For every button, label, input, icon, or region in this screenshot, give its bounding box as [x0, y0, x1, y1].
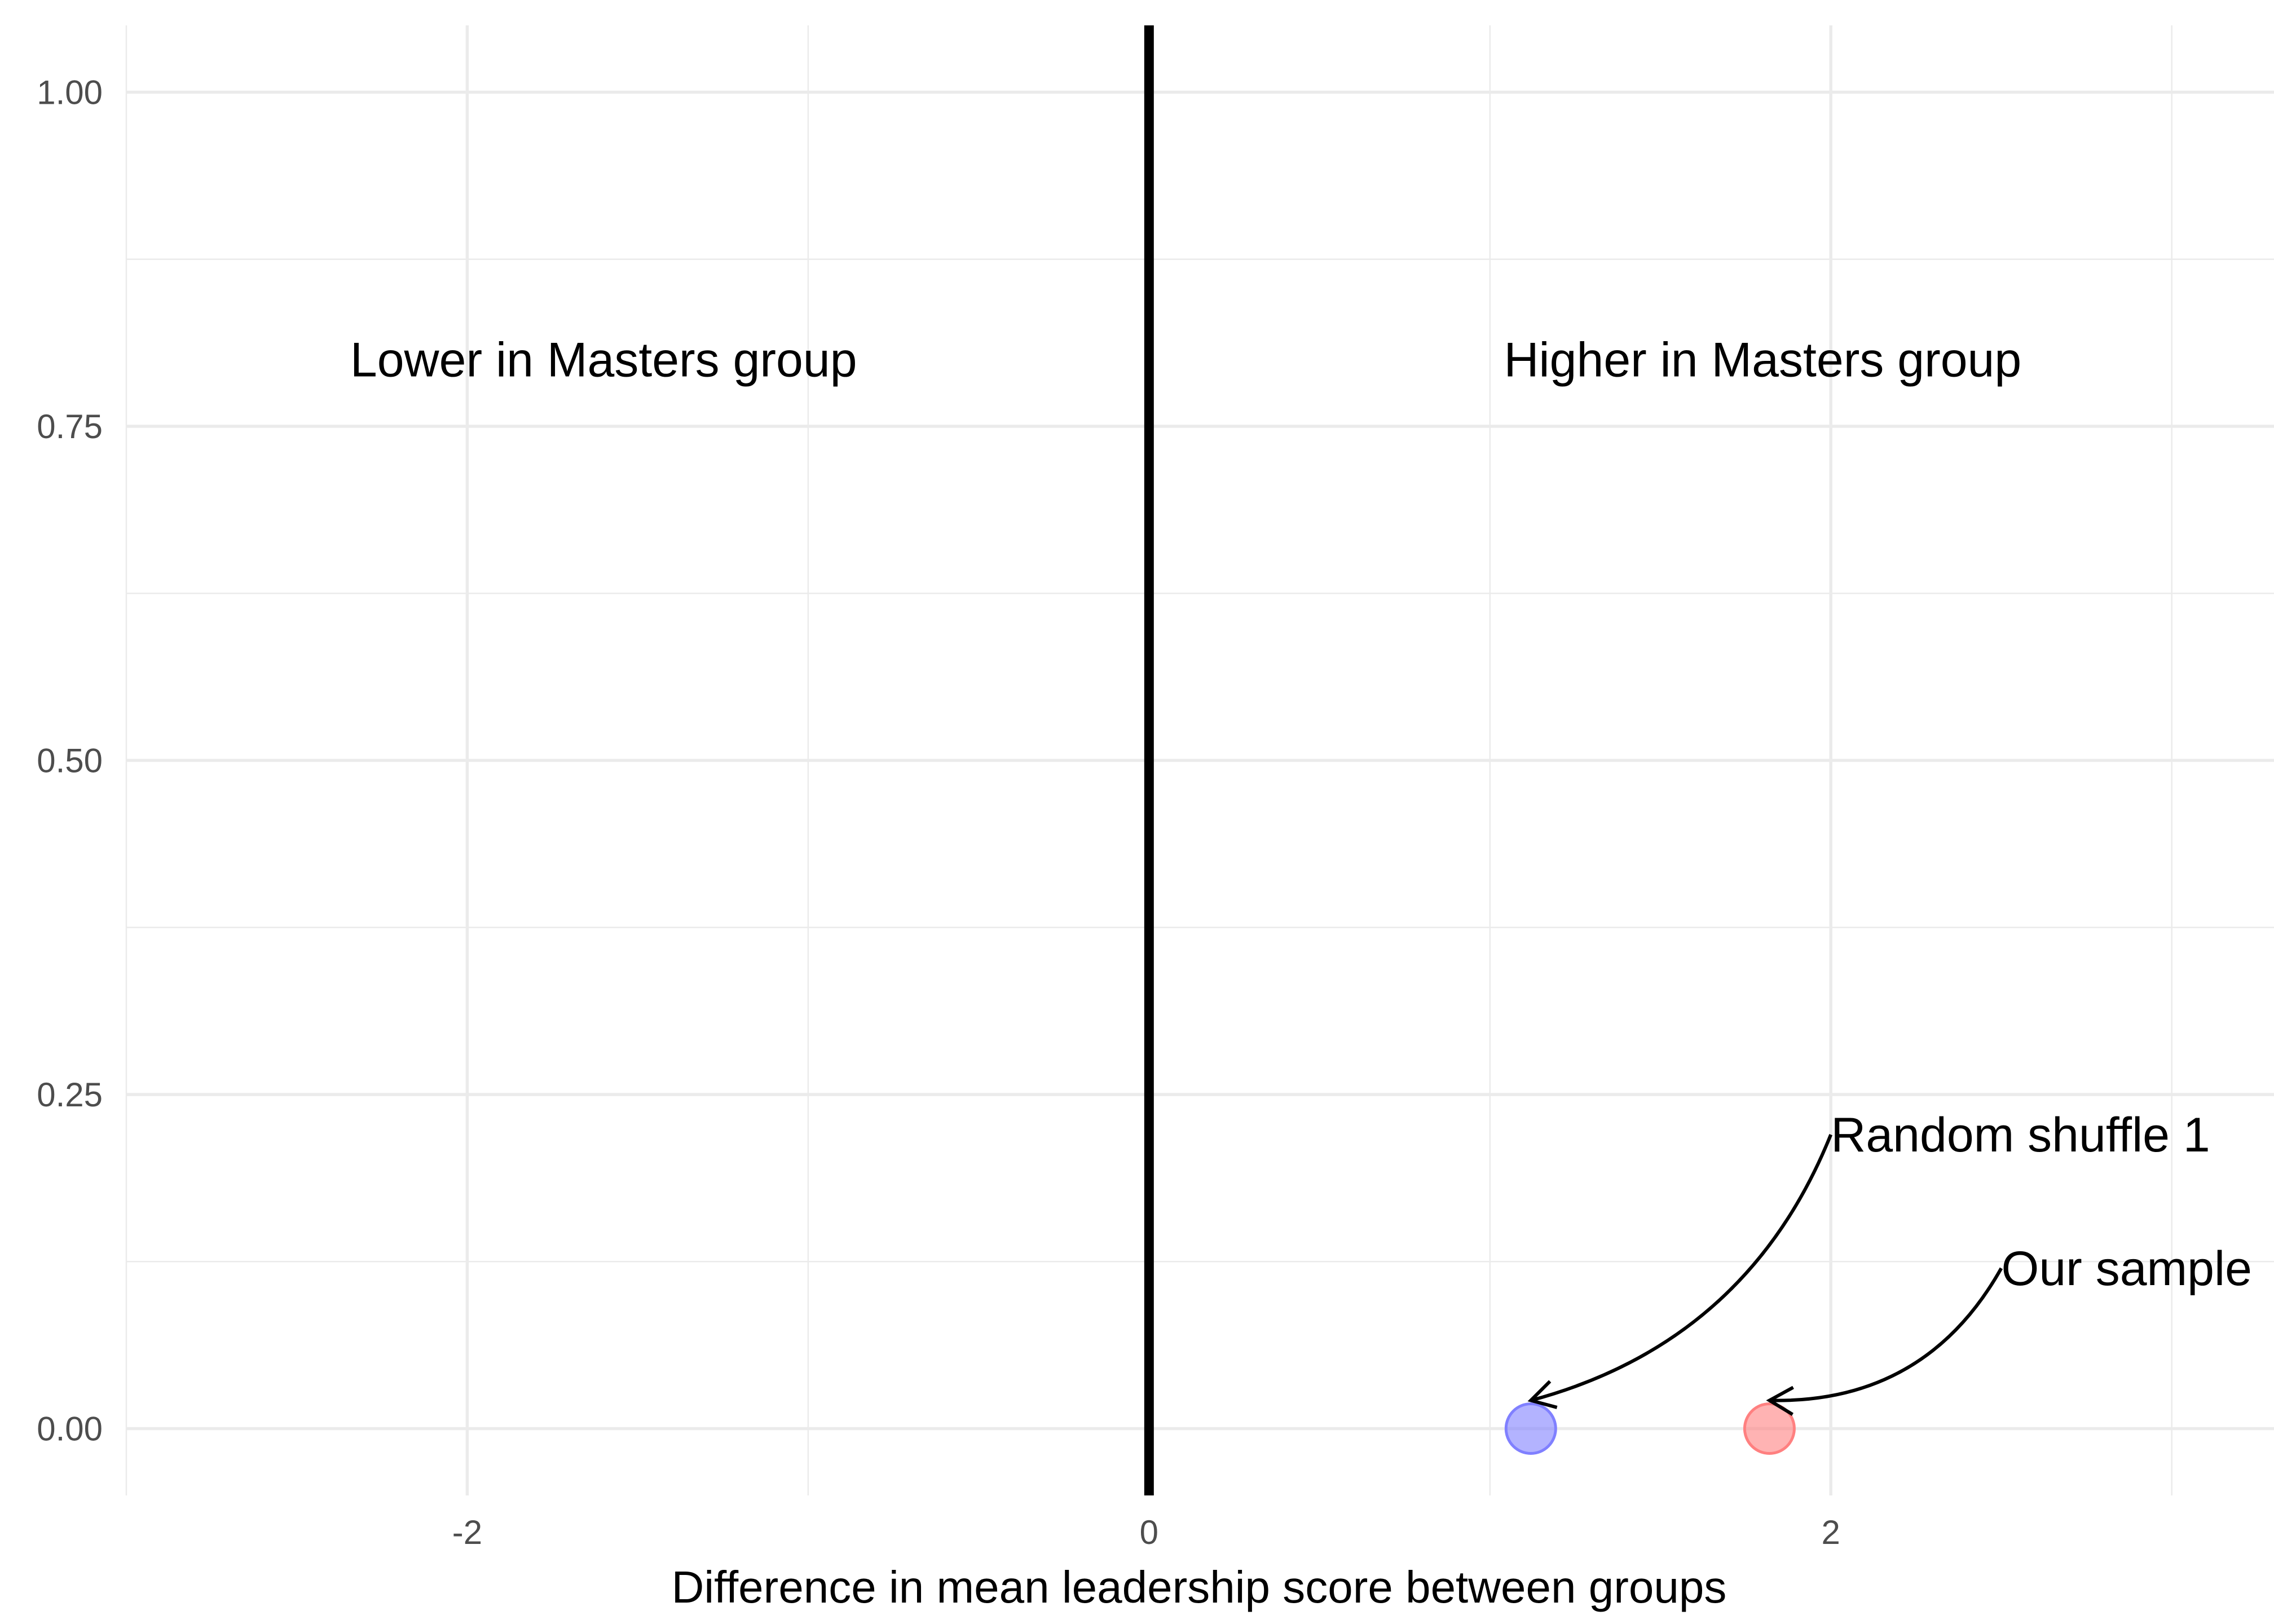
y-tick-label: 0.75 [37, 408, 103, 445]
x-tick-label: 0 [1140, 1513, 1158, 1551]
y-tick-label: 0.50 [37, 742, 103, 780]
region-label: Higher in Masters group [1504, 333, 2021, 387]
x-tick-label: 2 [1822, 1513, 1840, 1551]
annotation-labels: Random shuffle 1 Our sample [1831, 1108, 2252, 1296]
x-tick-labels: -2 0 2 [452, 1513, 1840, 1551]
data-point [1743, 1402, 1796, 1455]
minor-gridlines [125, 25, 2274, 1495]
annotation-arrow-head [1766, 1385, 1794, 1416]
annotation-arrow-curve [1769, 1267, 2003, 1402]
region-labels: Lower in Masters group Higher in Masters … [350, 333, 2021, 387]
region-label: Lower in Masters group [350, 333, 857, 387]
annotation-arrows [1527, 1133, 2003, 1416]
annotation-label: Random shuffle 1 [1831, 1108, 2210, 1162]
y-tick-label: 0.00 [37, 1410, 103, 1448]
y-tick-label: 0.25 [37, 1076, 103, 1114]
y-tick-label: 1.00 [37, 74, 103, 112]
x-axis-title: Difference in mean leadership score betw… [672, 1562, 1727, 1612]
data-point [1504, 1402, 1557, 1455]
data-points [1504, 1402, 1796, 1455]
annotation-arrow-curve [1530, 1133, 1833, 1402]
x-tick-label: -2 [452, 1513, 482, 1551]
major-gridlines [126, 25, 2274, 1495]
annotation-label: Our sample [2001, 1242, 2252, 1296]
y-tick-labels: 0.00 0.25 0.50 0.75 1.00 [37, 74, 103, 1448]
annotation-arrow-head [1527, 1380, 1558, 1409]
